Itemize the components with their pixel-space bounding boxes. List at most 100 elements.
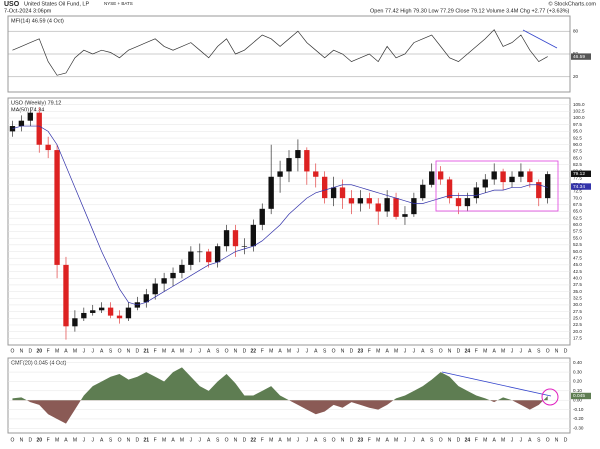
x-tick-label: O <box>225 348 229 354</box>
x-tick-label: M <box>73 437 77 443</box>
x-tick-label: A <box>100 437 104 443</box>
price-flag <box>571 170 591 177</box>
x-tick-label: 21 <box>143 437 149 443</box>
x-tick-label: S <box>537 437 541 443</box>
x-tick-label: J <box>91 348 94 354</box>
highlight-circle <box>541 388 559 406</box>
y-tick-label: 50.0 <box>573 249 582 254</box>
x-tick-label: O <box>546 348 550 354</box>
candle-body <box>214 246 221 263</box>
candle-body <box>482 179 488 188</box>
candle-body <box>384 198 390 212</box>
candle-body <box>18 120 25 127</box>
y-tick-label: 45.0 <box>573 262 582 267</box>
x-tick-label: A <box>314 437 318 443</box>
candle-body <box>393 198 399 217</box>
x-tick-label: J <box>190 348 193 354</box>
x-tick-label: J <box>520 437 523 443</box>
y-tick-label: 102.5 <box>573 109 585 114</box>
x-tick-label: D <box>457 437 461 443</box>
x-tick-label: 20 <box>36 348 42 354</box>
x-tick-label: J <box>199 437 202 443</box>
x-tick-label: M <box>162 348 166 354</box>
x-tick-label: O <box>11 437 15 443</box>
candle-body <box>54 150 60 265</box>
y-tick-label: 90.0 <box>573 142 582 147</box>
x-tick-label: J <box>413 437 416 443</box>
price-flag-label: 79.12 <box>573 171 585 177</box>
marks: 80502046.59105.0102.5100.097.595.092.590… <box>8 28 591 443</box>
candle-body <box>81 312 87 319</box>
candle-body <box>402 214 408 217</box>
y-tick-label: 95.0 <box>573 129 582 134</box>
y-tick-label: 20 <box>573 74 579 79</box>
candle-body <box>107 307 114 316</box>
x-tick-label: A <box>528 348 532 354</box>
y-tick-label: 0.00 <box>573 397 582 402</box>
x-tick-label: A <box>64 437 68 443</box>
y-tick-label: 27.5 <box>573 309 582 314</box>
y-tick-label: 47.5 <box>573 255 582 260</box>
y-tick-label: 32.5 <box>573 295 582 300</box>
candle-body <box>518 171 524 177</box>
x-tick-label: S <box>109 348 113 354</box>
x-tick-label: M <box>269 437 273 443</box>
y-tick-label: 0.20 <box>573 379 582 384</box>
x-tick-label: J <box>190 437 193 443</box>
candle-body <box>143 294 149 303</box>
candle-body <box>98 307 105 311</box>
y-tick-label: 55.0 <box>573 235 582 240</box>
candle-body <box>348 198 355 204</box>
x-tick-label: S <box>430 437 434 443</box>
mfi-line <box>12 29 548 76</box>
price-legend: USO (Weekly) 79.12 <box>11 100 61 106</box>
candle-body <box>170 272 176 279</box>
x-tick-label: S <box>537 348 541 354</box>
x-tick-label: S <box>216 348 220 354</box>
x-tick-label: N <box>20 437 24 443</box>
x-tick-label: J <box>297 348 300 354</box>
x-tick-label: N <box>20 348 24 354</box>
x-tick-label: M <box>394 348 398 354</box>
x-tick-label: J <box>91 437 94 443</box>
ma-legend: MA(50) 74.34 <box>11 107 44 113</box>
x-tick-label: N <box>555 348 559 354</box>
x-tick-label: O <box>439 348 443 354</box>
x-tick-label: J <box>306 348 309 354</box>
candle-body <box>206 251 212 263</box>
x-tick-label: M <box>287 348 291 354</box>
range-box <box>435 160 559 212</box>
candle-body <box>527 171 533 183</box>
candle-body <box>161 278 167 284</box>
x-tick-label: D <box>136 437 140 443</box>
cmf-legend: CMF(20) 0.045 (4 Oct) <box>11 360 66 366</box>
x-tick-label: O <box>11 348 15 354</box>
candle-body <box>27 112 33 121</box>
candle-body <box>411 198 417 215</box>
candle-body <box>322 176 328 199</box>
candle-body <box>429 171 435 185</box>
x-tick-label: F <box>154 348 157 354</box>
x-tick-label: O <box>332 437 336 443</box>
x-tick-label: A <box>528 437 532 443</box>
x-tick-label: M <box>501 348 505 354</box>
x-tick-label: J <box>511 348 514 354</box>
ma-line <box>12 125 548 306</box>
candle-body <box>72 318 78 327</box>
x-tick-label: N <box>127 437 131 443</box>
x-tick-label: N <box>555 437 559 443</box>
x-tick-label: N <box>127 348 131 354</box>
x-tick-label: F <box>475 348 478 354</box>
x-tick-label: M <box>55 348 59 354</box>
x-tick-label: N <box>341 348 345 354</box>
x-tick-label: O <box>332 348 336 354</box>
x-tick-label: F <box>368 348 371 354</box>
x-tick-label: J <box>413 348 416 354</box>
y-tick-label: 65.0 <box>573 209 582 214</box>
x-tick-label: J <box>297 437 300 443</box>
y-tick-label: 87.5 <box>573 149 582 154</box>
x-tick-label: M <box>376 437 380 443</box>
x-tick-label: A <box>100 348 104 354</box>
x-tick-label: F <box>368 437 371 443</box>
y-tick-label: 42.5 <box>573 269 582 274</box>
